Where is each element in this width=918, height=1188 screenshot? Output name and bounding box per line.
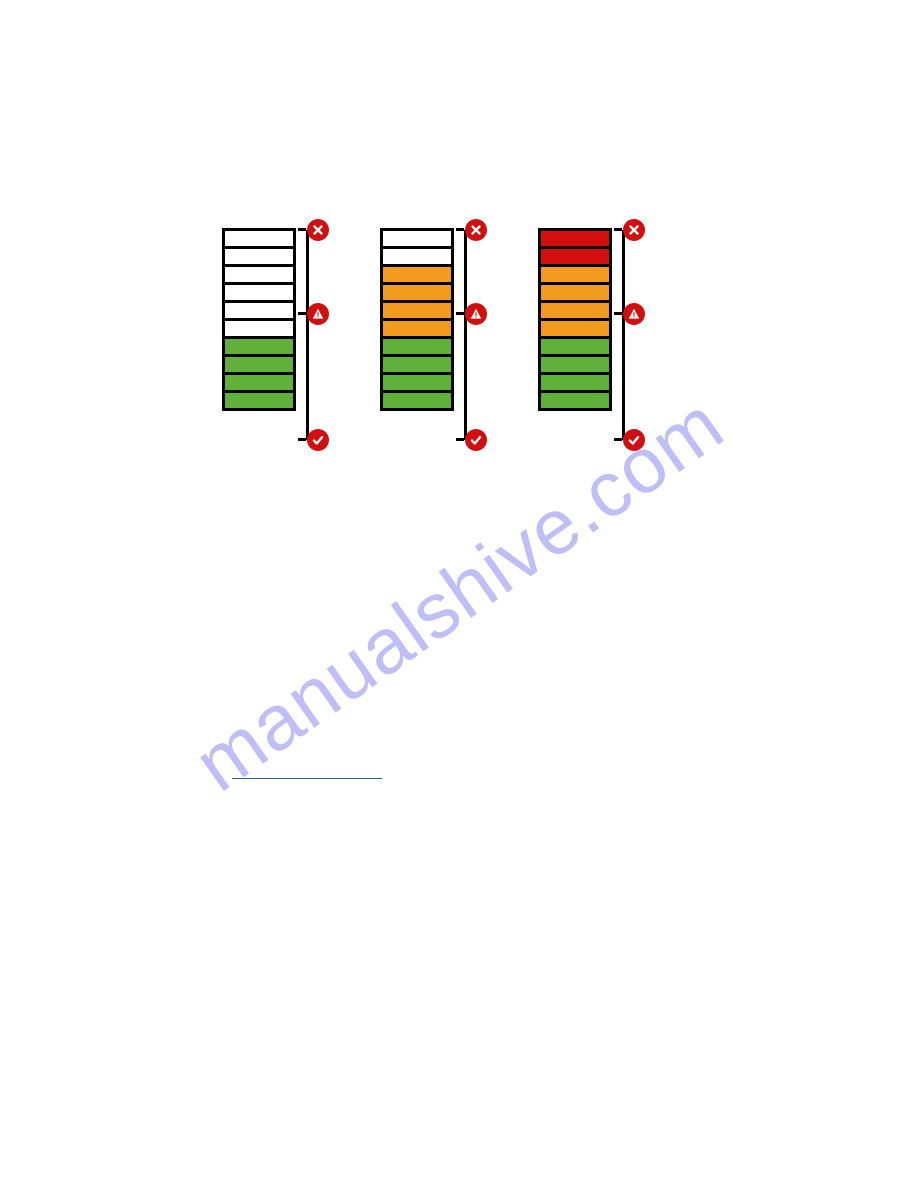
alert-icon — [465, 303, 487, 325]
x-icon — [465, 219, 487, 241]
segment — [225, 267, 293, 285]
range-bracket — [612, 228, 646, 441]
segment — [541, 321, 609, 339]
segment — [383, 321, 451, 339]
segment — [541, 285, 609, 303]
segment — [225, 231, 293, 249]
segment — [541, 267, 609, 285]
segment — [225, 303, 293, 321]
check-icon — [465, 429, 487, 451]
segment — [225, 357, 293, 375]
check-icon — [307, 429, 329, 451]
segment — [541, 393, 609, 411]
divider-line — [232, 778, 382, 779]
range-bracket — [296, 228, 330, 441]
page-canvas: manualshive.com — [0, 0, 918, 1188]
segment — [383, 339, 451, 357]
segment — [383, 303, 451, 321]
segment — [225, 393, 293, 411]
segment — [383, 357, 451, 375]
x-icon — [623, 219, 645, 241]
segment — [541, 339, 609, 357]
segment-stack — [538, 228, 612, 411]
segment — [541, 357, 609, 375]
alert-icon — [623, 303, 645, 325]
segment — [541, 375, 609, 393]
segment — [541, 303, 609, 321]
segment — [383, 231, 451, 249]
alert-icon — [307, 303, 329, 325]
segment — [225, 249, 293, 267]
segment — [225, 339, 293, 357]
segment — [225, 375, 293, 393]
segment — [541, 249, 609, 267]
watermark-text: manualshive.com — [178, 378, 740, 809]
segment — [383, 393, 451, 411]
segment — [383, 267, 451, 285]
segment-stack — [380, 228, 454, 411]
meters-row — [222, 228, 612, 411]
segment — [383, 285, 451, 303]
level-meter-mid — [380, 228, 454, 411]
segment — [383, 249, 451, 267]
segment — [225, 321, 293, 339]
segment — [541, 231, 609, 249]
x-icon — [307, 219, 329, 241]
level-meter-low — [222, 228, 296, 411]
segment — [383, 375, 451, 393]
segment — [225, 285, 293, 303]
range-bracket — [454, 228, 488, 441]
check-icon — [623, 429, 645, 451]
level-meter-full — [538, 228, 612, 411]
segment-stack — [222, 228, 296, 411]
